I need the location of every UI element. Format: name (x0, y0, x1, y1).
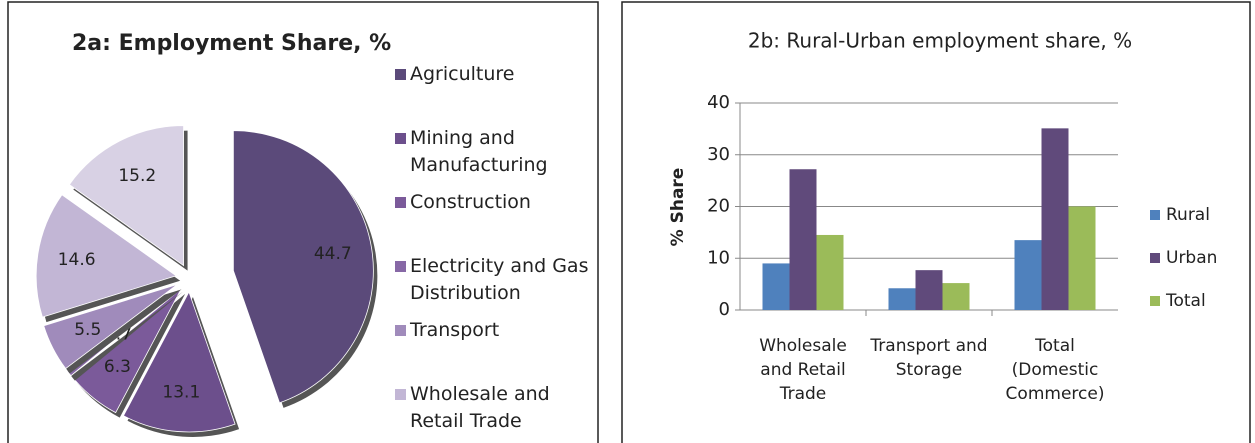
legend-swatch (395, 69, 406, 80)
slice-label: 6.3 (104, 357, 131, 377)
legend-label: Mining and Manufacturing (410, 127, 548, 176)
right-panel (621, 1, 1251, 443)
bar (1041, 128, 1069, 310)
slice (122, 290, 236, 433)
legend-swatch (1150, 253, 1160, 263)
bar (915, 270, 943, 310)
legend-swatch (1150, 210, 1160, 220)
bar (1014, 240, 1042, 310)
x-tick-label: Total (Domestic Commerce) (1005, 336, 1105, 404)
legend-label: Urban (1166, 248, 1217, 268)
slice-shadow (71, 291, 183, 381)
legend-swatch (395, 261, 406, 272)
slice-label: 5.5 (74, 320, 101, 340)
bar (888, 288, 916, 310)
legend-label: Total (1165, 291, 1206, 311)
y-tick-label: 0 (719, 299, 730, 320)
legend-swatch (395, 325, 406, 336)
legend-swatch (395, 133, 406, 144)
legend-label: Wholesale and Retail Trade (410, 383, 550, 432)
legend-swatch (395, 389, 406, 400)
y-tick-label: 10 (707, 247, 730, 268)
slice (35, 194, 178, 318)
bar (942, 283, 970, 310)
legend-swatch (1150, 296, 1160, 306)
slice (68, 125, 184, 267)
bar (789, 169, 817, 310)
y-tick-label: 40 (707, 92, 730, 113)
slice (232, 130, 374, 404)
legend-label: Transport (410, 319, 500, 341)
bar (1068, 206, 1096, 310)
slice-label: 44.7 (314, 244, 352, 264)
slice-label: 14.6 (58, 250, 96, 270)
legend-label: Construction (410, 191, 531, 213)
pie-title: 2a: Employment Share, % (72, 31, 391, 56)
y-axis-label: % Share (668, 168, 688, 247)
bar (762, 263, 790, 310)
y-tick-label: 20 (707, 196, 730, 217)
slice (43, 283, 178, 370)
slice-label: 15.2 (118, 166, 156, 186)
x-tick-label: Wholesale and Retail Trade (759, 336, 847, 404)
bar (816, 234, 844, 310)
legend-label: Rural (1166, 205, 1210, 225)
y-tick-label: 30 (707, 144, 730, 165)
slice-label: 13.1 (162, 382, 200, 402)
legend-label: Agriculture (410, 63, 515, 85)
x-tick-label: Transport and Storage (870, 336, 988, 380)
legend-label: Electricity and Gas Distribution (410, 255, 589, 304)
legend-swatch (395, 197, 406, 208)
bar-title: 2b: Rural-Urban employment share, % (748, 29, 1132, 53)
